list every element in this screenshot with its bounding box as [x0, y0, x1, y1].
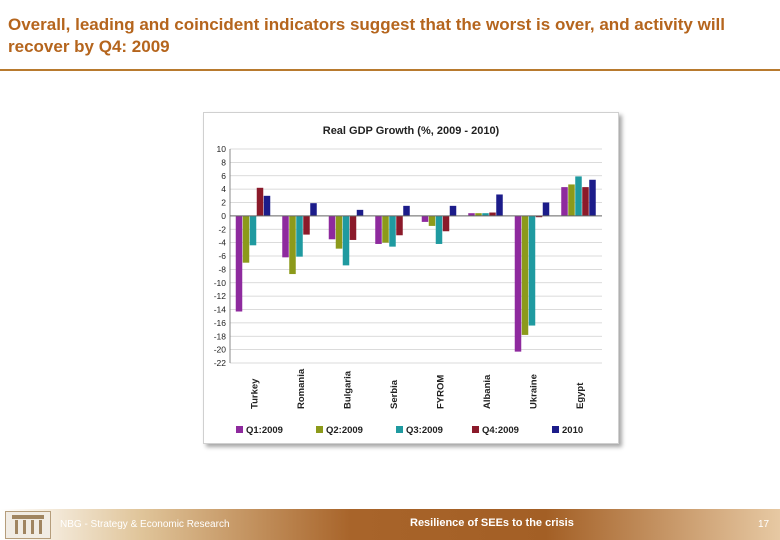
gdp-growth-chart: Real GDP Growth (%, 2009 - 2010) 10 8 6 4 2 0…: [203, 112, 619, 444]
bar-turkey-q22009: [242, 215, 250, 263]
legend-swatch: [396, 426, 403, 433]
bar-turkey-q12009: [235, 215, 243, 312]
y-tick-label: -10: [214, 278, 227, 288]
y-tick-label: 6: [221, 171, 226, 181]
y-tick-label: -6: [218, 251, 226, 261]
legend: Q1:2009 Q2:2009 Q3:2009 Q4:2009 2010: [236, 425, 583, 436]
category-label: Romania: [296, 368, 307, 409]
bar-turkey-q32009: [249, 215, 257, 246]
legend-label: Q2:2009: [326, 425, 363, 436]
legend-label: Q3:2009: [406, 425, 443, 436]
chart-canvas: Real GDP Growth (%, 2009 - 2010) 1086420…: [214, 125, 602, 436]
bar-albania-q22009: [475, 213, 482, 216]
legend-label: Q4:2009: [482, 425, 519, 436]
bar-turkey-q42009: [256, 187, 264, 216]
page-number: 17: [758, 519, 770, 530]
y-tick-label: 0: [221, 211, 226, 221]
bar-albania-2010: [496, 194, 503, 216]
bar-serbia-q22009: [382, 215, 389, 243]
legend-swatch: [316, 426, 323, 433]
y-tick-label: 2: [221, 198, 226, 208]
bar-albania-q42009: [489, 212, 496, 216]
bar-bulgaria-q22009: [335, 215, 343, 249]
bar-bulgaria-q42009: [349, 215, 357, 240]
bar-fyrom-2010: [449, 205, 457, 216]
y-tick-label: 10: [217, 144, 227, 154]
y-tick-label: 4: [221, 184, 226, 194]
bar-bulgaria-q12009: [328, 215, 336, 240]
y-tick-label: -12: [214, 291, 227, 301]
y-tick-label: -22: [214, 358, 227, 368]
y-tick-label: -16: [214, 318, 227, 328]
category-label: Albania: [482, 374, 493, 409]
bar-bulgaria-2010: [356, 209, 364, 216]
bar-serbia-2010: [403, 205, 410, 216]
bar-romania-q32009: [296, 215, 303, 257]
legend-swatch: [472, 426, 479, 433]
footer-presentation-title: Resilience of SEEs to the crisis: [410, 517, 574, 529]
bar-fyrom-q42009: [442, 215, 450, 232]
bar-egypt-q42009: [582, 187, 589, 216]
bar-ukraine-q22009: [521, 215, 529, 335]
bar-ukraine-2010: [542, 202, 550, 216]
bar-romania-2010: [310, 203, 317, 216]
y-tick-label: -8: [218, 264, 226, 274]
bar-fyrom-q22009: [428, 215, 436, 226]
bar-romania-q42009: [303, 215, 310, 235]
footer-department: NBG - Strategy & Economic Research: [60, 519, 230, 530]
y-tick-label: -18: [214, 331, 227, 341]
category-labels: Turkey Romania Bulgaria Serbia FYROM Albania U…: [249, 368, 586, 409]
title-divider: [0, 69, 780, 71]
chart-title: Real GDP Growth (%, 2009 - 2010): [323, 125, 500, 137]
bar-bulgaria-q32009: [342, 215, 350, 266]
category-label: Bulgaria: [342, 370, 353, 409]
legend-swatch: [236, 426, 243, 433]
legend-swatch: [552, 426, 559, 433]
slide-title: Overall, leading and coincident indicato…: [8, 15, 726, 56]
footer-bar: NBG - Strategy & Economic Research Resil…: [0, 509, 780, 540]
bar-egypt-2010: [589, 179, 596, 216]
bar-albania-q32009: [482, 213, 489, 216]
bar-egypt-q32009: [575, 176, 582, 216]
bar-romania-q22009: [289, 215, 296, 275]
bar-romania-q12009: [282, 215, 289, 258]
bar-serbia-q42009: [396, 215, 403, 236]
legend-label: Q1:2009: [246, 425, 283, 436]
y-tick-label: -14: [214, 305, 227, 315]
bar-turkey-2010: [263, 195, 271, 216]
y-tick-label: -20: [214, 345, 227, 355]
y-tick-label: -2: [218, 224, 226, 234]
y-tick-label: 8: [221, 157, 226, 167]
bar-fyrom-q32009: [435, 215, 443, 244]
axes: 10 8 6 4 2 0 -2 -4 -6 -8 -10 -12 -14 -16 -18 -20 -22: [214, 144, 602, 368]
bar-ukraine-q42009: [535, 215, 543, 218]
bars: [235, 176, 596, 352]
category-label: Serbia: [389, 379, 400, 409]
bank-building-icon: [5, 511, 51, 539]
bar-albania-q12009: [468, 213, 475, 216]
bar-fyrom-q12009: [421, 215, 429, 222]
bar-egypt-q22009: [568, 184, 575, 216]
bar-serbia-q12009: [375, 215, 382, 244]
legend-label: 2010: [562, 425, 583, 436]
bar-ukraine-q12009: [514, 215, 522, 352]
y-tick-label: -4: [218, 238, 226, 248]
bar-ukraine-q32009: [528, 215, 536, 326]
bar-serbia-q32009: [389, 215, 396, 247]
category-label: FYROM: [435, 375, 446, 409]
category-label: Ukraine: [528, 374, 539, 409]
category-label: Turkey: [249, 378, 260, 409]
bar-egypt-q12009: [561, 187, 568, 216]
category-label: Egypt: [575, 382, 586, 409]
